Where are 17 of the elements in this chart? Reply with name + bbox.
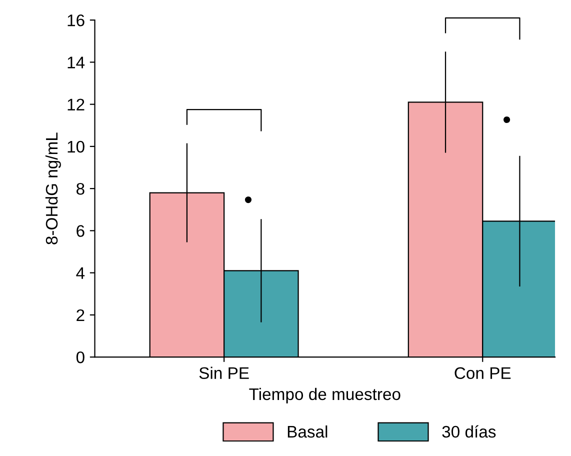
annotation: ● [244,196,252,204]
y-tick-label: 12 [68,98,84,110]
y-tick-label: 16 [68,14,84,26]
y-tick-label: 0 [76,351,84,364]
legend-label: 30 días [442,425,496,438]
annotation: ● [504,116,510,124]
x-tick-label: Con PE [454,367,511,380]
y-axis-title: 8-OHdG ng/mL [45,132,61,244]
y-tick-label: 4 [76,267,85,279]
y-tick-label: 8 [76,182,84,195]
y-tick-label: 14 [68,56,85,68]
x-axis-title: Tiempo de muestreo [249,388,400,404]
x-tick-label: Sin PE [199,366,249,380]
legend-label: Basal [288,425,328,438]
y-tick-label: 10 [68,140,84,153]
y-tick-label: 6 [76,225,84,237]
y-tick-label: 2 [76,309,84,321]
